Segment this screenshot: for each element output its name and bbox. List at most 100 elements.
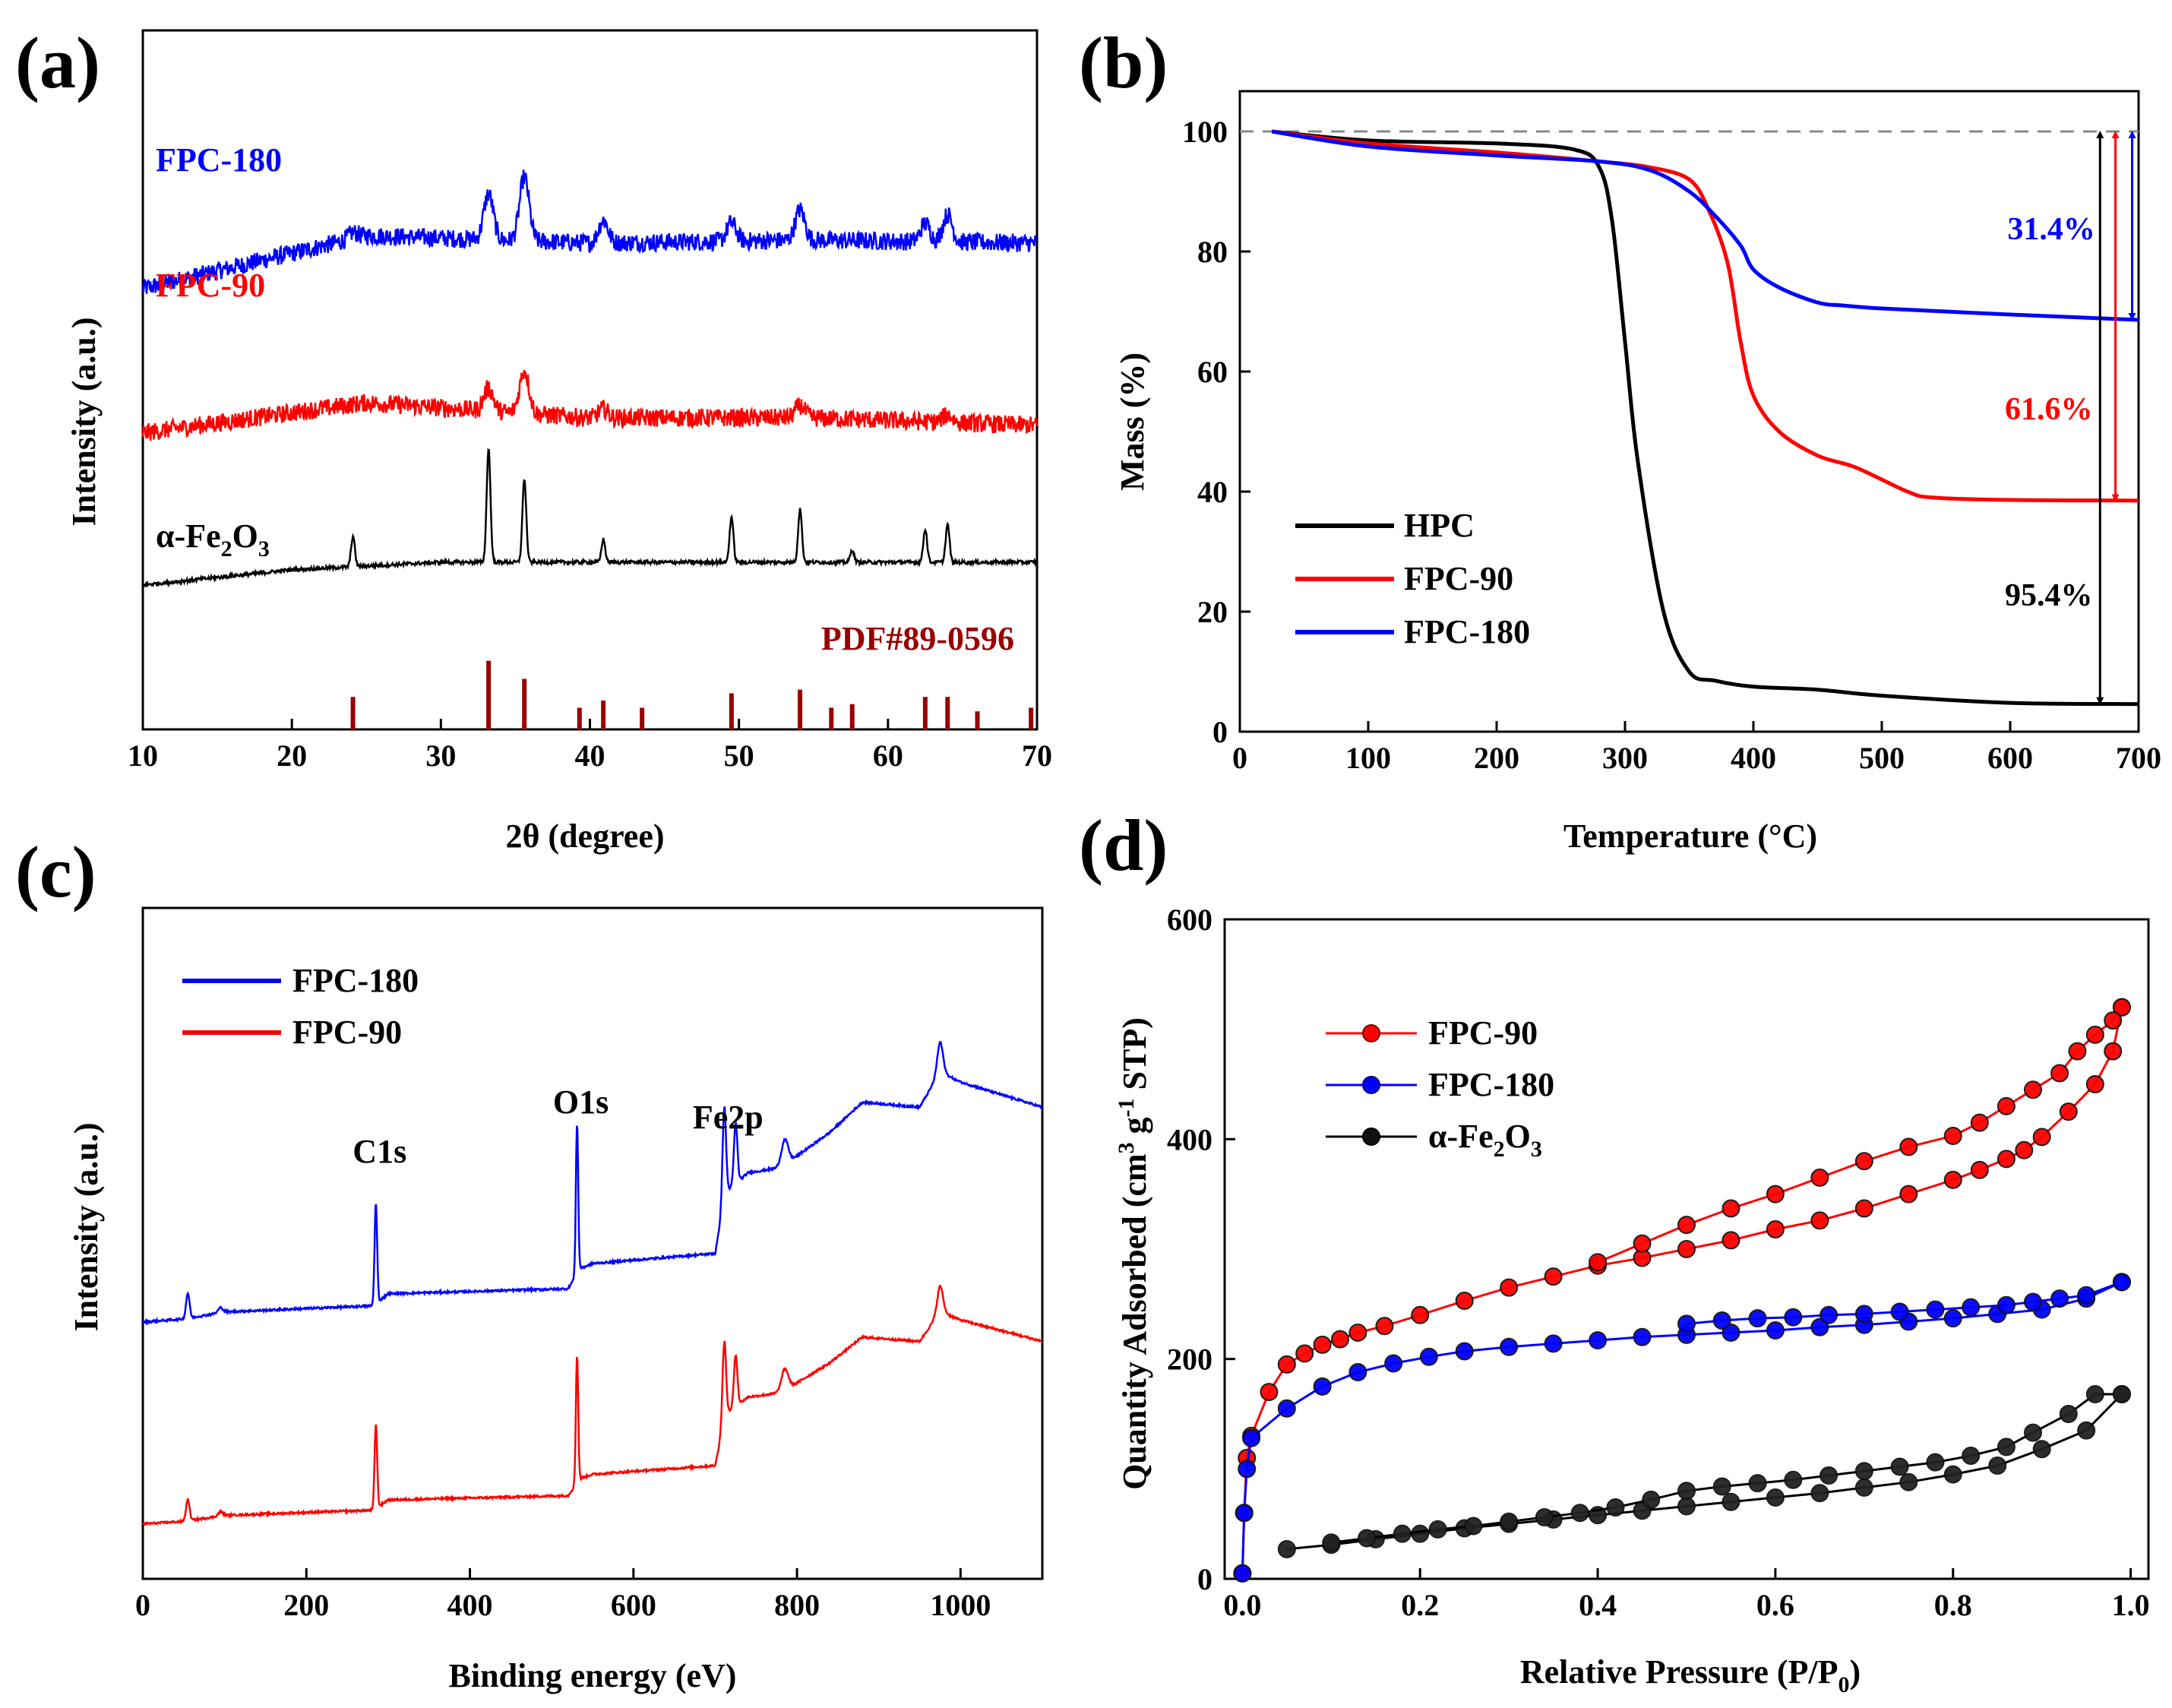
panel-d-FPC-90-adsorption-point — [1500, 1278, 1519, 1297]
panel-d-FPC-180-adsorption-point — [1233, 1564, 1252, 1583]
panel-d-y-tick-label-0: 0 — [1197, 1562, 1212, 1596]
panel-d-FPC-180-adsorption-point — [1544, 1334, 1563, 1353]
panel-a-label-fe2o3-sub2: 3 — [258, 536, 270, 561]
panel-b-legend-hpc: HPC — [1404, 507, 1475, 544]
panel-c-y-axis-title: Intensity (a.u.) — [68, 1122, 105, 1331]
panel-d-FPC-90-adsorption-point — [1411, 1305, 1430, 1324]
panel-b-frame — [1238, 90, 2140, 733]
panel-d-FPC-90-adsorption-point — [1970, 1160, 1989, 1179]
panel-d-FPC-90-desorption-point — [1766, 1185, 1785, 1204]
panel-a-x-tick-label-3: 40 — [575, 739, 605, 773]
panel-d-y-axis-title-sup1: 3 — [1114, 1142, 1139, 1153]
panel-d-y-axis-title-main: Quantity Adsorbed (cm — [1116, 1153, 1153, 1489]
panel-d-alpha-Fe2O3-desorption-point — [1712, 1477, 1731, 1496]
panel-d-FPC-90-desorption-point — [2104, 1011, 2123, 1030]
panel-d-alpha-Fe2O3-desorption-point — [1570, 1504, 1589, 1523]
panel-d-FPC-90-desorption-point — [2068, 1042, 2087, 1061]
panel-d-FPC-90-adsorption-point — [1810, 1211, 1829, 1230]
panel-d-FPC-90-adsorption-point — [2059, 1102, 2078, 1121]
panel-d-alpha-Fe2O3-desorption-point — [1997, 1438, 2016, 1457]
panel-d-alpha-Fe2O3-adsorption-point — [1988, 1456, 2007, 1475]
panel-a-x-tick-label-6: 70 — [1022, 739, 1052, 773]
panel-c-peak-label-0: C1s — [353, 1133, 406, 1170]
panel-b-y-tick-label-0: 0 — [1212, 715, 1228, 749]
panel-d-FPC-180-adsorption-point — [1766, 1321, 1785, 1340]
panel-d-FPC-180-adsorption-point — [1589, 1331, 1608, 1350]
panel-b-annotation-label-2: 95.4% — [2005, 578, 2093, 613]
panel-b-y-tick-label-4: 80 — [1197, 235, 1228, 269]
panel-d-alpha-Fe2O3-desorption-point — [1535, 1507, 1554, 1526]
panel-a-x-axis-title: 2θ (degree) — [505, 818, 664, 855]
panel-d-FPC-90-adsorption-point — [1943, 1170, 1962, 1189]
panel-d-FPC-90-adsorption-point — [1766, 1219, 1785, 1238]
panel-c-legend-fpc180: FPC-180 — [292, 962, 419, 999]
panel-a-label-fe2o3-part2: O — [232, 517, 258, 555]
panel-d-FPC-90-desorption-point — [2024, 1080, 2042, 1099]
panel-d-FPC-180-desorption-point — [1677, 1314, 1696, 1333]
panel-d-legend-fe2o3-sub2: 3 — [1531, 1137, 1542, 1162]
panel-d-y-axis-title-tail: STP) — [1116, 1017, 1153, 1098]
panel-c-legend-fpc90: FPC-90 — [292, 1014, 402, 1051]
panel-a-x-tick-label-0: 10 — [128, 739, 158, 773]
panel-a-x-tick-label-5: 60 — [873, 739, 903, 773]
panel-d-FPC-90-desorption-point — [1899, 1137, 1918, 1156]
panel-d-x-tick-label-3: 0.6 — [1756, 1588, 1794, 1622]
panel-a-trace-alpha-Fe2O3 — [142, 448, 1039, 588]
panel-b-y-tick-label-5: 100 — [1182, 115, 1228, 149]
panel-d-FPC-90-adsorption-point — [1277, 1355, 1296, 1374]
panel-c-frame — [141, 906, 1044, 1580]
panel-d-alpha-Fe2O3-adsorption-point — [1810, 1484, 1829, 1503]
panel-d-alpha-Fe2O3-desorption-point — [1358, 1529, 1377, 1548]
panel-d-FPC-180-adsorption-point — [1455, 1342, 1474, 1361]
panel-d-FPC-90-adsorption-point — [2032, 1128, 2051, 1147]
panel-d-alpha-Fe2O3-desorption-point — [1677, 1482, 1696, 1501]
panel-d-FPC-90-desorption-point — [1997, 1096, 2016, 1115]
panel-c-x-tick-label-2: 400 — [447, 1588, 493, 1622]
panel-d-FPC-90-adsorption-point — [1375, 1317, 1394, 1336]
panel-d-FPC-180-desorption-point — [2024, 1292, 2042, 1311]
panel-a-x-tick-label-2: 30 — [425, 739, 456, 773]
panel-d: (d) 0.0 0.2 0.4 0.6 0.8 1.0 0 200 400 600 Relativ… — [1079, 805, 2150, 1697]
panel-a-trace-FPC-90 — [141, 369, 1039, 441]
panel-d-FPC-90-adsorption-point — [2015, 1140, 2034, 1159]
panel-b-annotation-label-0: 31.4% — [2007, 212, 2095, 247]
panel-d-FPC-90-adsorption-point — [1313, 1335, 1332, 1354]
panel-d-FPC-180-desorption-point — [2112, 1273, 2131, 1292]
panel-d-y-tick-label-3: 600 — [1167, 903, 1212, 937]
panel-b-legend: HPC FPC-90 FPC-180 — [1295, 507, 1530, 650]
panel-d-y-axis-title-sup2: -1 — [1114, 1098, 1139, 1117]
panel-d-legend-fpc90: FPC-90 — [1428, 1014, 1538, 1052]
panel-d-legend-marker-fe2o3 — [1362, 1128, 1380, 1146]
panel-a-x-axis-title-text: 2θ (degree) — [505, 818, 664, 855]
panel-d-FPC-180-adsorption-point — [1810, 1317, 1829, 1336]
panel-d-FPC-90-desorption-point — [2112, 998, 2131, 1017]
panel-d-FPC-90-desorption-point — [1633, 1234, 1652, 1253]
panel-a-x-tick-label-4: 50 — [724, 739, 754, 773]
panel-d-frame — [1223, 918, 2150, 1580]
panel-d-legend-fe2o3: α-Fe2O3 — [1428, 1118, 1542, 1162]
panel-d-FPC-90-adsorption-point — [2104, 1042, 2123, 1061]
panel-d-y-tick-label-2: 400 — [1167, 1122, 1212, 1156]
panel-c-peak-label-1: O1s — [553, 1083, 609, 1121]
panel-c-x-tick-label-3: 600 — [611, 1588, 656, 1622]
panel-d-FPC-180-adsorption-point — [1419, 1347, 1438, 1366]
panel-b-y-tick-label-1: 20 — [1197, 595, 1228, 629]
panel-d-FPC-180-desorption-point — [1962, 1298, 1981, 1317]
panel-d-alpha-Fe2O3-adsorption-point — [2032, 1440, 2051, 1459]
panel-d-FPC-90-adsorption-point — [1544, 1267, 1563, 1286]
panel-d-FPC-90-desorption-point — [1810, 1168, 1829, 1187]
panel-d-alpha-Fe2O3-adsorption-point — [1854, 1478, 1873, 1497]
panel-d-x-tick-label-1: 0.2 — [1401, 1588, 1439, 1622]
panel-d-alpha-Fe2O3-desorption-point — [1748, 1474, 1767, 1493]
panel-d-legend-fpc180: FPC-180 — [1428, 1066, 1554, 1103]
panel-d-x-tick-label-0: 0.0 — [1223, 1588, 1261, 1622]
panel-d-y-tick-label-1: 200 — [1167, 1343, 1212, 1377]
panel-b-x-tick-label-2: 200 — [1474, 741, 1519, 775]
panel-d-FPC-180-adsorption-point — [1348, 1363, 1367, 1382]
panel-c-x-tick-label-0: 0 — [135, 1588, 150, 1622]
panel-d-FPC-90-adsorption-point — [1348, 1323, 1367, 1342]
panel-d-alpha-Fe2O3-adsorption-point — [1766, 1488, 1785, 1507]
panel-letter-a: (a) — [15, 22, 100, 103]
panel-b-x-tick-label-7: 700 — [2116, 741, 2161, 775]
